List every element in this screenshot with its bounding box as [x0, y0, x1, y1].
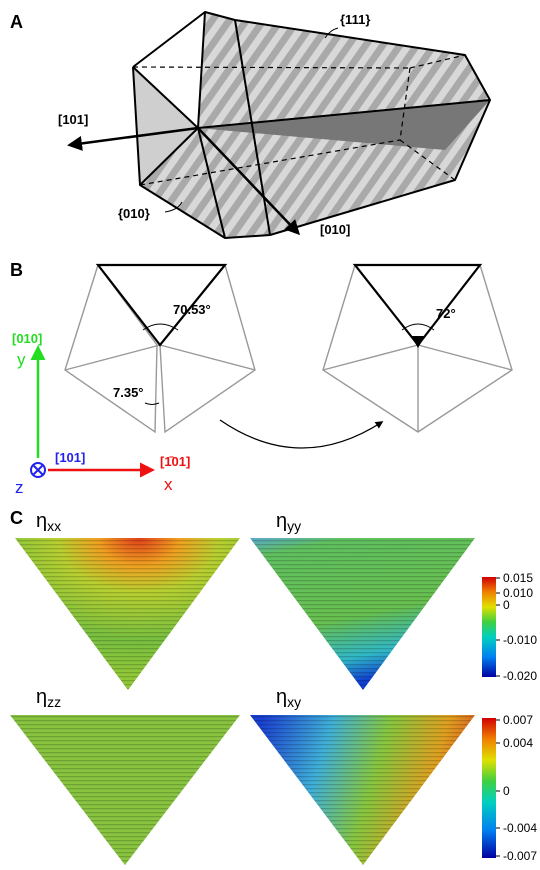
map-title: ηxy — [276, 686, 301, 710]
subscript: yy — [287, 518, 301, 534]
map-title: ηzz — [36, 686, 61, 710]
colorbar-tick-label: 0.015 — [503, 571, 533, 585]
axis-name: z — [15, 478, 24, 497]
map-title: ηyy — [276, 510, 301, 534]
colorbar-tick-label: -0.020 — [503, 669, 537, 683]
colorbar-tick-label: -0.010 — [503, 633, 537, 647]
plane-label: {010} — [118, 206, 150, 221]
symbol: η — [276, 686, 287, 708]
angle-label: 72° — [436, 306, 456, 321]
axis-name: x — [164, 475, 173, 494]
strain-maps — [10, 538, 496, 865]
colorbar-tick-label: 0.007 — [503, 713, 533, 727]
colorbar-tick-label: 0 — [503, 784, 510, 798]
angle-label: 70.53° — [173, 302, 211, 317]
colorbar-tick-label: 0.004 — [503, 736, 533, 750]
symbol: η — [36, 510, 47, 532]
colorbar-tick-label: -0.004 — [503, 821, 537, 835]
subscript: zz — [47, 694, 61, 710]
direction-label: [010] — [320, 222, 350, 237]
panel-label: C — [10, 508, 23, 528]
axis-direction: [010] — [12, 331, 42, 346]
colorbar-tick-label: -0.007 — [503, 849, 537, 863]
axis-direction: [101] — [55, 450, 85, 465]
figure: A {111} [101] {010} [010] B 70.53° 7.35° — [0, 0, 540, 870]
symbol: η — [276, 510, 287, 532]
colorbar-tick-label: 0 — [503, 598, 510, 612]
map-title: ηxx — [36, 510, 61, 534]
panel-label: B — [10, 260, 23, 280]
axes — [31, 348, 152, 477]
plane-label: {111} — [340, 12, 370, 27]
panel-label: A — [10, 12, 23, 32]
subscript: xy — [287, 694, 301, 710]
symbol: η — [36, 686, 47, 708]
transform-arrow — [220, 420, 382, 448]
axis-direction: [1̄01] — [160, 454, 190, 469]
direction-label: [101] — [58, 112, 88, 127]
angle-label: 7.35° — [113, 385, 144, 400]
pentagon-closed — [323, 265, 512, 432]
pentagon-gap — [65, 265, 255, 432]
decahedron — [70, 12, 490, 238]
page: A {111} [101] {010} [010] B 70.53° 7.35° — [0, 0, 540, 870]
subscript: xx — [47, 518, 61, 534]
axis-name: y — [17, 350, 26, 369]
